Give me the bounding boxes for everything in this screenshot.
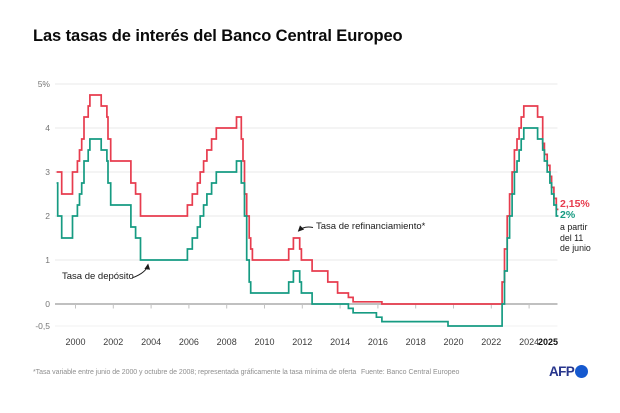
deposit-rate-label: Tasa de depósito xyxy=(62,271,134,282)
effective-date-line-3: de junio xyxy=(560,243,591,253)
effective-date-line-1: a partir xyxy=(560,222,588,232)
refinancing-rate-line xyxy=(56,94,559,305)
y-axis-label: -0,5 xyxy=(35,321,50,331)
x-axis-label: 2008 xyxy=(217,337,237,347)
deposit-end-value: 2% xyxy=(560,209,576,221)
chart-title: Las tasas de interés del Banco Central E… xyxy=(33,27,403,45)
y-axis-label: 4 xyxy=(45,123,50,133)
afp-logo-dot-icon xyxy=(575,365,589,378)
x-axis-label: 2022 xyxy=(481,337,501,347)
y-axis-label: 1 xyxy=(45,255,50,265)
y-axis-label: 5% xyxy=(38,79,51,89)
afp-logo: AFP xyxy=(549,364,589,379)
x-axis-label: 2004 xyxy=(141,337,161,347)
refinancing-end-value: 2,15% xyxy=(560,198,590,210)
deposit-label-arrow-icon xyxy=(131,263,151,279)
source-text: Fuente: Banco Central Europeo xyxy=(361,369,460,376)
x-axis-label: 2018 xyxy=(406,337,426,347)
y-axis-label: 3 xyxy=(45,167,50,177)
y-axis-label: 2 xyxy=(45,211,50,221)
footnote-text: *Tasa variable entre junio de 2000 y oct… xyxy=(33,369,357,376)
x-axis-label: 2014 xyxy=(330,337,350,347)
x-axis-label: 2020 xyxy=(443,337,463,347)
effective-date-line-2: del 11 xyxy=(560,232,584,243)
x-axis-label: 2016 xyxy=(368,337,388,347)
x-axis-label: 2006 xyxy=(179,337,199,347)
deposit-rate-line xyxy=(56,127,559,327)
x-axis-label: 2025 xyxy=(538,337,558,347)
y-axis-label: 0 xyxy=(45,299,50,309)
effective-date-note: a partir del 11 de junio xyxy=(560,222,591,254)
x-axis-label: 2012 xyxy=(292,337,312,347)
x-axis-label: 2000 xyxy=(65,337,85,347)
x-axis-label: 2024 xyxy=(519,337,539,347)
x-axis-label: 2010 xyxy=(254,337,274,347)
refinancing-rate-label: Tasa de refinanciamiento* xyxy=(316,221,426,232)
refinancing-label-arrow-icon xyxy=(297,225,314,232)
x-axis-label: 2002 xyxy=(103,337,123,347)
afp-logo-text: AFP xyxy=(549,364,575,379)
